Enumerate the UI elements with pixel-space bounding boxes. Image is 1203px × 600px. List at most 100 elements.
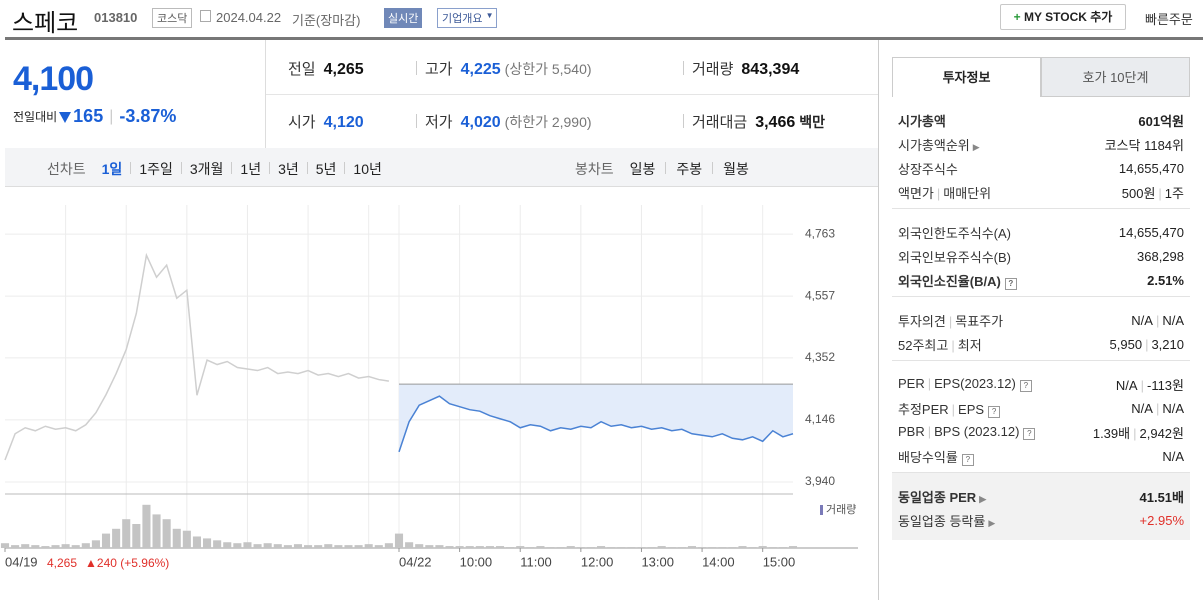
- cell-divider: [683, 61, 684, 75]
- summary-value: 843,394: [741, 61, 800, 78]
- period-tab[interactable]: 1일: [101, 161, 123, 177]
- info-value: 코스닥 1184위: [1105, 135, 1184, 154]
- volume-bar: [142, 504, 151, 548]
- candle-tab[interactable]: 주봉: [676, 161, 703, 177]
- x-tick-label: 04/19: [5, 554, 38, 569]
- y-tick-label: 3,940: [805, 474, 835, 488]
- summary-label: 거래량: [692, 61, 734, 78]
- summary-row-divider: [266, 94, 878, 95]
- label-text: PER: [898, 376, 925, 391]
- company-info-label: 기업개요: [442, 13, 483, 25]
- volume-bar: [344, 545, 353, 548]
- volume-bar: [778, 547, 787, 548]
- help-icon[interactable]: ?: [988, 405, 1001, 418]
- help-icon[interactable]: ?: [1004, 277, 1017, 290]
- change-label: 전일대비: [13, 110, 58, 124]
- value-text: N/A: [1115, 377, 1138, 393]
- volume-bar: [253, 544, 262, 548]
- volume-bar: [758, 546, 767, 548]
- separator: |: [1155, 400, 1160, 416]
- separator: |: [1140, 377, 1144, 393]
- x-tick-label: 12:00: [581, 554, 614, 569]
- value-text: N/A: [1131, 312, 1153, 328]
- arrow-icon[interactable]: ▶: [972, 141, 980, 152]
- info-label: PER | EPS(2023.12)?: [898, 376, 1032, 392]
- volume-bar: [364, 544, 373, 548]
- price-line: [398, 395, 794, 453]
- info-row: 액면가 | 매매단위 500원 | 1주: [898, 180, 1184, 204]
- sidebar-tab[interactable]: 투자정보: [892, 57, 1041, 97]
- company-info-button[interactable]: 기업개요 ▼: [437, 8, 498, 28]
- quick-order[interactable]: 빠른주문: [1145, 12, 1193, 27]
- label-text: 외국인한도주식수(A): [898, 225, 1012, 241]
- realtime-tag[interactable]: 실시간: [384, 8, 423, 28]
- period-tab[interactable]: 5년: [315, 161, 337, 177]
- y-tick-label: 4,557: [805, 288, 835, 302]
- volume-bar: [91, 540, 100, 548]
- current-price: 4,100: [13, 60, 94, 98]
- info-value: 500원 | 1주: [1122, 183, 1184, 202]
- help-icon[interactable]: ?: [1019, 380, 1032, 392]
- value-text: N/A: [1162, 312, 1184, 328]
- label-text: 외국인보유주식수(B): [898, 249, 1012, 265]
- period-tab[interactable]: 3년: [278, 161, 299, 177]
- sidebar-tab[interactable]: 호가 10단계: [1041, 57, 1190, 97]
- volume-bar: [283, 545, 292, 548]
- sidebar: 투자정보 호가 10단계 시가총액 601억원 시가총액순위 ▶ 코스닥 1184위 상장주식…: [892, 57, 1190, 540]
- y-tick-label: 4,763: [805, 226, 835, 240]
- info-group: 동일업종 PER ▶ 41.51배 동일업종 등락률 ▶ +2.95%: [892, 472, 1190, 540]
- info-label: 추정PER | EPS?: [898, 399, 1001, 418]
- separator: |: [951, 401, 956, 417]
- label-text: 동일업종 PER: [898, 489, 977, 505]
- volume-bar: [112, 528, 121, 548]
- summary-value: 4,265: [323, 61, 364, 78]
- volume-bar: [182, 530, 191, 548]
- up-icon: ▲: [85, 556, 97, 570]
- separator: |: [1155, 312, 1160, 328]
- volume-bar: [657, 546, 666, 548]
- volume-bar: [101, 533, 111, 548]
- volume-bar: [526, 547, 535, 548]
- help-icon[interactable]: ?: [961, 453, 974, 466]
- arrow-icon[interactable]: ▶: [979, 493, 987, 504]
- value-text: N/A: [1162, 400, 1184, 416]
- y-tick-label: 4,146: [805, 412, 835, 426]
- x-tick-label: 10:00: [460, 554, 493, 569]
- volume-bar: [788, 546, 798, 548]
- separator: [130, 162, 132, 174]
- label-text: 시가총액: [898, 113, 946, 129]
- value-text: 14,655,470: [1118, 224, 1184, 240]
- separator: [306, 162, 308, 174]
- summary-value: 4,020: [460, 114, 501, 131]
- candle-tabs: 봉차트 일봉 주봉 월봉: [575, 159, 749, 179]
- info-label: 외국인한도주식수(A): [898, 223, 1011, 242]
- info-row: 상장주식수 14,655,470: [898, 156, 1184, 180]
- arrow-icon[interactable]: ▶: [988, 517, 996, 528]
- cell-divider: [683, 114, 684, 128]
- period-tab[interactable]: 10년: [353, 161, 382, 177]
- period-tab[interactable]: 1주일: [139, 161, 173, 177]
- volume-bar: [718, 547, 727, 548]
- info-group: 투자의견 | 목표주가 N/A | N/A 52주최고 | 최저 5,950 | 3,210: [892, 296, 1190, 360]
- volume-bar: [162, 519, 171, 548]
- info-label: 액면가 | 매매단위: [898, 183, 991, 202]
- header-rule: [5, 37, 1203, 40]
- info-value: 368,298: [1137, 249, 1184, 264]
- volume-bar: [11, 545, 20, 548]
- period-tab[interactable]: 3개월: [189, 161, 224, 177]
- change-pct: -3.87%: [119, 106, 177, 126]
- volume-bar: [243, 542, 252, 548]
- summary-limit: (하한가 2,990): [504, 114, 592, 130]
- help-icon[interactable]: ?: [1023, 428, 1036, 440]
- stock-code: 013810: [94, 10, 138, 25]
- candle-tab[interactable]: 일봉: [629, 161, 656, 177]
- info-value: N/A | -113원: [1116, 375, 1184, 394]
- info-label: 외국인소진율(B/A)?: [898, 271, 1017, 290]
- volume-bar: [203, 538, 212, 548]
- period-tab[interactable]: 1년: [240, 161, 262, 177]
- info-value: 2.51%: [1147, 273, 1184, 288]
- candle-tab[interactable]: 월봉: [723, 161, 749, 177]
- change-row: 전일대비 165 | -3.87%: [13, 106, 176, 127]
- volume-bar: [304, 545, 313, 548]
- mystock-button[interactable]: + MY STOCK 추가: [1000, 4, 1126, 30]
